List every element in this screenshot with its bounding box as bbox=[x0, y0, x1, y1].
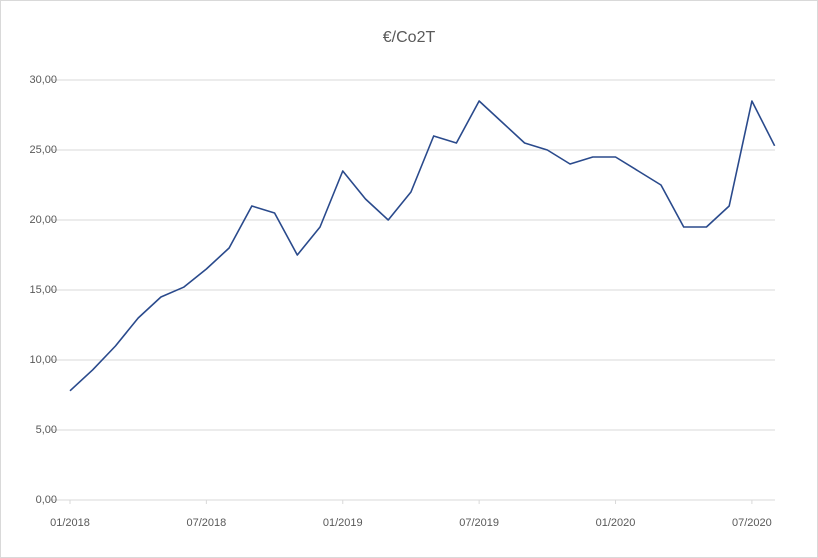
x-tick-label: 01/2018 bbox=[50, 517, 90, 529]
y-tick-label: 15,00 bbox=[29, 284, 57, 296]
x-tick-label: 07/2019 bbox=[459, 517, 499, 529]
chart-title: €/Co2T bbox=[383, 29, 436, 46]
y-tick-label: 20,00 bbox=[29, 214, 57, 226]
y-tick-label: 30,00 bbox=[29, 74, 57, 86]
x-tick-label: 01/2020 bbox=[596, 517, 636, 529]
y-tick-label: 10,00 bbox=[29, 354, 57, 366]
data-line bbox=[69, 100, 776, 392]
x-tick-label: 07/2018 bbox=[186, 517, 226, 529]
y-tick-label: 25,00 bbox=[29, 144, 57, 156]
x-tick-label: 07/2020 bbox=[732, 517, 772, 529]
y-tick-label: 0,00 bbox=[36, 494, 57, 506]
x-tick-label: 01/2019 bbox=[323, 517, 363, 529]
y-tick-label: 5,00 bbox=[36, 424, 57, 436]
